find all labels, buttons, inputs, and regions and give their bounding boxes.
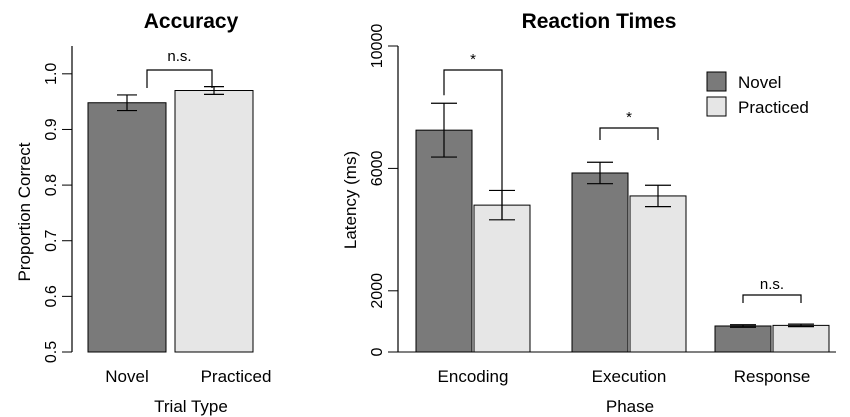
- legend: Novel Practiced: [706, 71, 809, 117]
- accuracy-significance-label: n.s.: [167, 48, 191, 65]
- reaction-times-chart: Reaction Times Latency (ms) Phase 0 2000…: [341, 10, 836, 416]
- reaction-times-error-bar-encoding-novel: [431, 102, 457, 158]
- accuracy-y-tick-label: 0.5: [43, 341, 60, 363]
- accuracy-y-tick-label: 0.8: [43, 174, 60, 196]
- reaction-times-bar-encoding-practiced: [473, 204, 531, 353]
- reaction-times-significance-bracket-execution: [599, 127, 659, 140]
- accuracy-y-axis-label: Proportion Correct: [15, 142, 34, 281]
- reaction-times-x-tick-label: Response: [734, 367, 811, 386]
- accuracy-chart: Accuracy Proportion Correct Trial Type 0…: [15, 10, 271, 416]
- accuracy-y-ticks: 0.5 0.6 0.7 0.8 0.9 1.0: [43, 63, 72, 363]
- reaction-times-y-ticks: 0 2000 6000 10000: [369, 24, 398, 356]
- accuracy-error-bar-practiced: [204, 86, 224, 96]
- reaction-times-y-tick-label: 6000: [369, 151, 386, 187]
- legend-swatch-practiced: [706, 96, 727, 117]
- reaction-times-bar-response-novel: [714, 325, 772, 353]
- reaction-times-bar-encoding-novel: [415, 129, 473, 353]
- accuracy-bar-novel: [87, 102, 167, 353]
- accuracy-y-tick-label: 0.6: [43, 285, 60, 307]
- reaction-times-significance-bracket-encoding: [443, 69, 503, 220]
- reaction-times-x-tick-label: Execution: [592, 367, 667, 386]
- accuracy-x-tick-label: Novel: [105, 367, 148, 386]
- reaction-times-bar-execution-practiced: [629, 195, 687, 353]
- reaction-times-significance-label-execution: *: [626, 109, 632, 126]
- reaction-times-significance-label-encoding: *: [470, 51, 476, 68]
- reaction-times-error-bar-response-novel: [730, 324, 756, 328]
- legend-swatch-novel: [706, 71, 727, 92]
- accuracy-y-tick-label: 1.0: [43, 63, 60, 85]
- accuracy-significance-bracket: [146, 69, 213, 88]
- reaction-times-error-bar-execution-novel: [587, 161, 613, 185]
- accuracy-y-tick-label: 0.9: [43, 118, 60, 140]
- reaction-times-x-axis-label: Phase: [606, 397, 654, 416]
- reaction-times-bar-response-practiced: [772, 324, 830, 353]
- legend-label-practiced: Practiced: [738, 98, 809, 117]
- reaction-times-significance-label-response: n.s.: [760, 276, 784, 293]
- reaction-times-title: Reaction Times: [522, 10, 677, 33]
- accuracy-title: Accuracy: [144, 10, 239, 33]
- accuracy-y-tick-label: 0.7: [43, 230, 60, 252]
- accuracy-bar-practiced: [174, 90, 254, 353]
- reaction-times-error-bar-execution-practiced: [645, 184, 671, 208]
- legend-label-novel: Novel: [738, 73, 781, 92]
- reaction-times-y-axis-label: Latency (ms): [341, 151, 360, 249]
- reaction-times-bar-execution-novel: [571, 172, 629, 353]
- reaction-times-y-tick-label: 2000: [369, 273, 386, 309]
- reaction-times-significance-bracket-response: [742, 294, 802, 303]
- reaction-times-x-tick-label: Encoding: [438, 367, 509, 386]
- reaction-times-y-tick-label: 0: [369, 347, 386, 356]
- accuracy-x-axis-label: Trial Type: [154, 397, 228, 416]
- reaction-times-error-bar-response-practiced: [788, 323, 814, 328]
- reaction-times-y-tick-label: 10000: [369, 24, 386, 69]
- accuracy-error-bar-novel: [117, 94, 137, 112]
- accuracy-x-tick-label: Practiced: [201, 367, 272, 386]
